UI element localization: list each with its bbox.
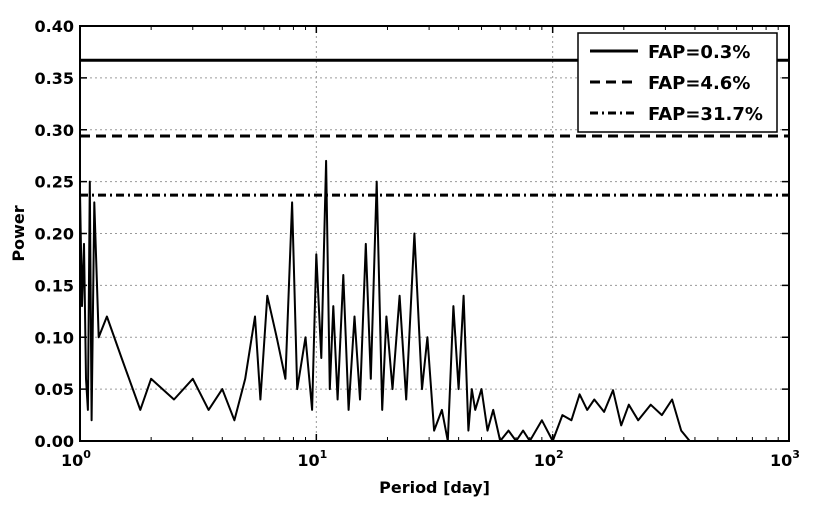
y-tick-label: 0.25: [35, 173, 74, 192]
x-tick-label: 102: [534, 448, 564, 470]
y-tick-label: 0.40: [35, 17, 74, 36]
series-line: [79, 159, 753, 442]
legend-label: FAP=0.3%: [648, 42, 750, 63]
x-axis-ticks: 100 101 102 103: [61, 26, 800, 470]
x-tick-label: 101: [297, 448, 327, 470]
y-tick-label: 0.15: [35, 276, 74, 295]
legend-label: FAP=31.7%: [648, 104, 763, 125]
y-tick-label: 0.20: [35, 225, 74, 244]
y-tick-label: 0.30: [35, 121, 74, 140]
x-axis-label: Period [day]: [379, 478, 490, 497]
x-tick-label: 103: [770, 448, 800, 470]
legend: FAP=0.3% FAP=4.6% FAP=31.7%: [577, 32, 778, 133]
series-layer: [79, 159, 753, 442]
y-tick-label: 0.10: [35, 328, 74, 347]
y-axis-label: Power: [9, 205, 28, 261]
y-tick-label: 0.05: [35, 380, 74, 399]
y-tick-label: 0.00: [35, 432, 74, 451]
legend-label: FAP=4.6%: [648, 73, 750, 94]
y-axis-ticks: 0.00 0.05 0.10 0.15 0.20 0.25 0.30 0.35 0.40: [35, 17, 789, 451]
x-tick-label: 100: [61, 448, 91, 470]
y-tick-label: 0.35: [35, 69, 74, 88]
